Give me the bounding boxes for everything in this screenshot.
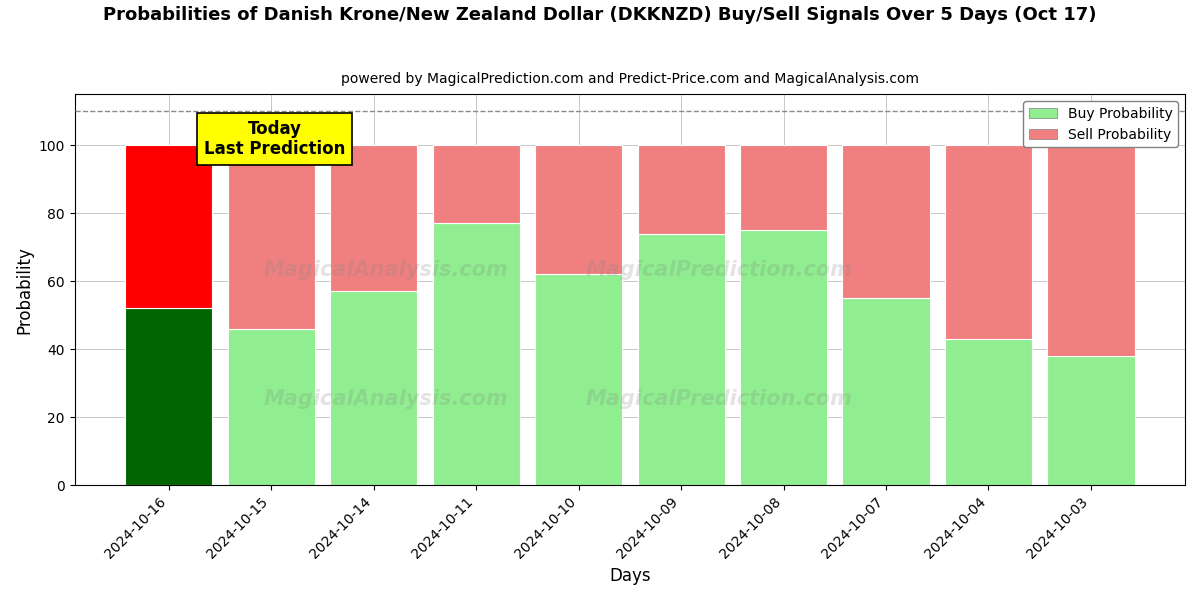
Bar xyxy=(432,223,520,485)
Bar xyxy=(330,292,418,485)
Y-axis label: Probability: Probability xyxy=(16,246,34,334)
Bar xyxy=(228,329,314,485)
Text: MagicalPrediction.com: MagicalPrediction.com xyxy=(586,260,852,280)
Bar xyxy=(125,308,212,485)
Text: Today
Last Prediction: Today Last Prediction xyxy=(204,119,346,158)
Text: Probabilities of Danish Krone/New Zealand Dollar (DKKNZD) Buy/Sell Signals Over : Probabilities of Danish Krone/New Zealan… xyxy=(103,6,1097,24)
Text: MagicalAnalysis.com: MagicalAnalysis.com xyxy=(263,260,508,280)
Bar xyxy=(228,145,314,329)
Title: powered by MagicalPrediction.com and Predict-Price.com and MagicalAnalysis.com: powered by MagicalPrediction.com and Pre… xyxy=(341,72,919,86)
Bar xyxy=(535,145,622,274)
Bar xyxy=(944,145,1032,339)
Bar xyxy=(330,145,418,292)
Legend: Buy Probability, Sell Probability: Buy Probability, Sell Probability xyxy=(1024,101,1178,147)
Bar xyxy=(637,233,725,485)
Bar xyxy=(740,145,827,230)
X-axis label: Days: Days xyxy=(610,567,650,585)
Bar xyxy=(944,339,1032,485)
Bar xyxy=(1048,356,1134,485)
Bar xyxy=(842,145,930,298)
Bar xyxy=(432,145,520,223)
Bar xyxy=(535,274,622,485)
Bar xyxy=(740,230,827,485)
Text: MagicalPrediction.com: MagicalPrediction.com xyxy=(586,389,852,409)
Bar xyxy=(637,145,725,233)
Bar xyxy=(1048,145,1134,356)
Text: MagicalAnalysis.com: MagicalAnalysis.com xyxy=(263,389,508,409)
Bar xyxy=(125,145,212,308)
Bar xyxy=(842,298,930,485)
